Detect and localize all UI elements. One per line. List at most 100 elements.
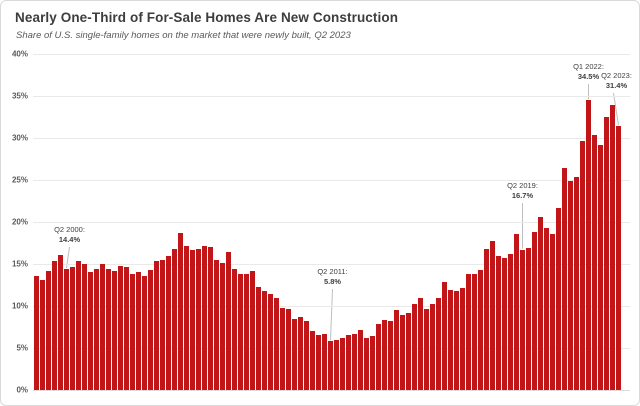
bar [106, 269, 111, 390]
bar [304, 321, 309, 390]
bar [616, 126, 621, 390]
bar [184, 246, 189, 390]
y-tick-label: 40% [11, 49, 28, 59]
bar [208, 247, 213, 390]
bar [454, 290, 459, 390]
bar [592, 135, 597, 390]
bar [400, 315, 405, 390]
chart-title: Nearly One-Third of For-Sale Homes Are N… [15, 10, 399, 25]
annotation-quarter-label: Q1 2022: [573, 62, 604, 71]
bar [166, 255, 171, 390]
y-tick-label: 35% [11, 91, 28, 101]
bar [262, 290, 267, 390]
gridline-10 [33, 306, 630, 307]
bar [298, 316, 303, 390]
y-tick-label: 15% [11, 259, 28, 269]
bar [574, 176, 579, 390]
annotation-q2-2011: Q2 2011: 5.8% [298, 267, 368, 287]
bar [580, 140, 585, 390]
annotation-q1-2022: Q1 2022: 34.5% [554, 62, 624, 82]
gridline-0 [33, 390, 630, 391]
bar [322, 333, 327, 390]
bar [94, 269, 99, 390]
bar [520, 249, 525, 390]
y-tick-label: 5% [16, 343, 28, 353]
annotation-quarter-label: Q2 2011: [317, 267, 348, 276]
bar [52, 260, 57, 390]
bar [508, 253, 513, 390]
bar [586, 100, 591, 390]
bar [364, 337, 369, 390]
bar [178, 232, 183, 390]
bar [562, 168, 567, 390]
bar [406, 312, 411, 390]
bar [370, 336, 375, 390]
bar [142, 275, 147, 390]
bar [226, 252, 231, 390]
bar [244, 274, 249, 390]
y-tick-label: 30% [11, 133, 28, 143]
bar [136, 272, 141, 390]
bar [214, 259, 219, 390]
bar [64, 269, 69, 390]
bar [274, 297, 279, 390]
bar [328, 341, 333, 390]
gridline-20 [33, 222, 630, 223]
gridline-15 [33, 264, 630, 265]
bar [232, 269, 237, 390]
bar [598, 144, 603, 390]
bar [202, 245, 207, 390]
bar [550, 233, 555, 390]
bar [280, 307, 285, 390]
annotation-value-label: 16.7% [511, 191, 534, 200]
y-tick-label: 25% [11, 175, 28, 185]
bar [472, 274, 477, 390]
bar [418, 298, 423, 390]
bar [466, 274, 471, 390]
gridline-35 [33, 96, 630, 97]
bar [424, 308, 429, 390]
bar [34, 275, 39, 390]
bar [340, 337, 345, 390]
bar [358, 330, 363, 390]
bar [154, 260, 159, 390]
y-tick-label: 20% [11, 217, 28, 227]
bar [346, 334, 351, 390]
bar [502, 258, 507, 390]
bar [196, 248, 201, 390]
bar [448, 290, 453, 390]
bar [88, 272, 93, 390]
bar [526, 248, 531, 390]
bar [376, 324, 381, 390]
bar [40, 279, 45, 390]
bar [250, 270, 255, 390]
bar [118, 265, 123, 390]
annotation-value-label: 34.5% [577, 72, 600, 81]
annotation-value-label: 31.4% [605, 81, 628, 90]
bar [490, 241, 495, 390]
bar [334, 340, 339, 390]
bar [310, 331, 315, 390]
bar [460, 287, 465, 390]
leader-line [330, 288, 333, 341]
annotation-q2-2000: Q2 2000: 14.4% [35, 225, 105, 245]
bar [100, 264, 105, 390]
bar [46, 270, 51, 390]
bar [268, 294, 273, 390]
bar [76, 260, 81, 390]
annotation-value-label: 14.4% [58, 235, 81, 244]
bar [514, 233, 519, 390]
gridline-30 [33, 138, 630, 139]
bar [430, 304, 435, 390]
annotation-quarter-label: Q2 2019: [507, 181, 538, 190]
bar [292, 318, 297, 390]
bar [352, 333, 357, 390]
bar [538, 216, 543, 390]
bar [442, 282, 447, 390]
bar [58, 254, 63, 390]
y-tick-label: 10% [11, 301, 28, 311]
bar [412, 304, 417, 390]
bar [220, 263, 225, 390]
bar [238, 274, 243, 390]
